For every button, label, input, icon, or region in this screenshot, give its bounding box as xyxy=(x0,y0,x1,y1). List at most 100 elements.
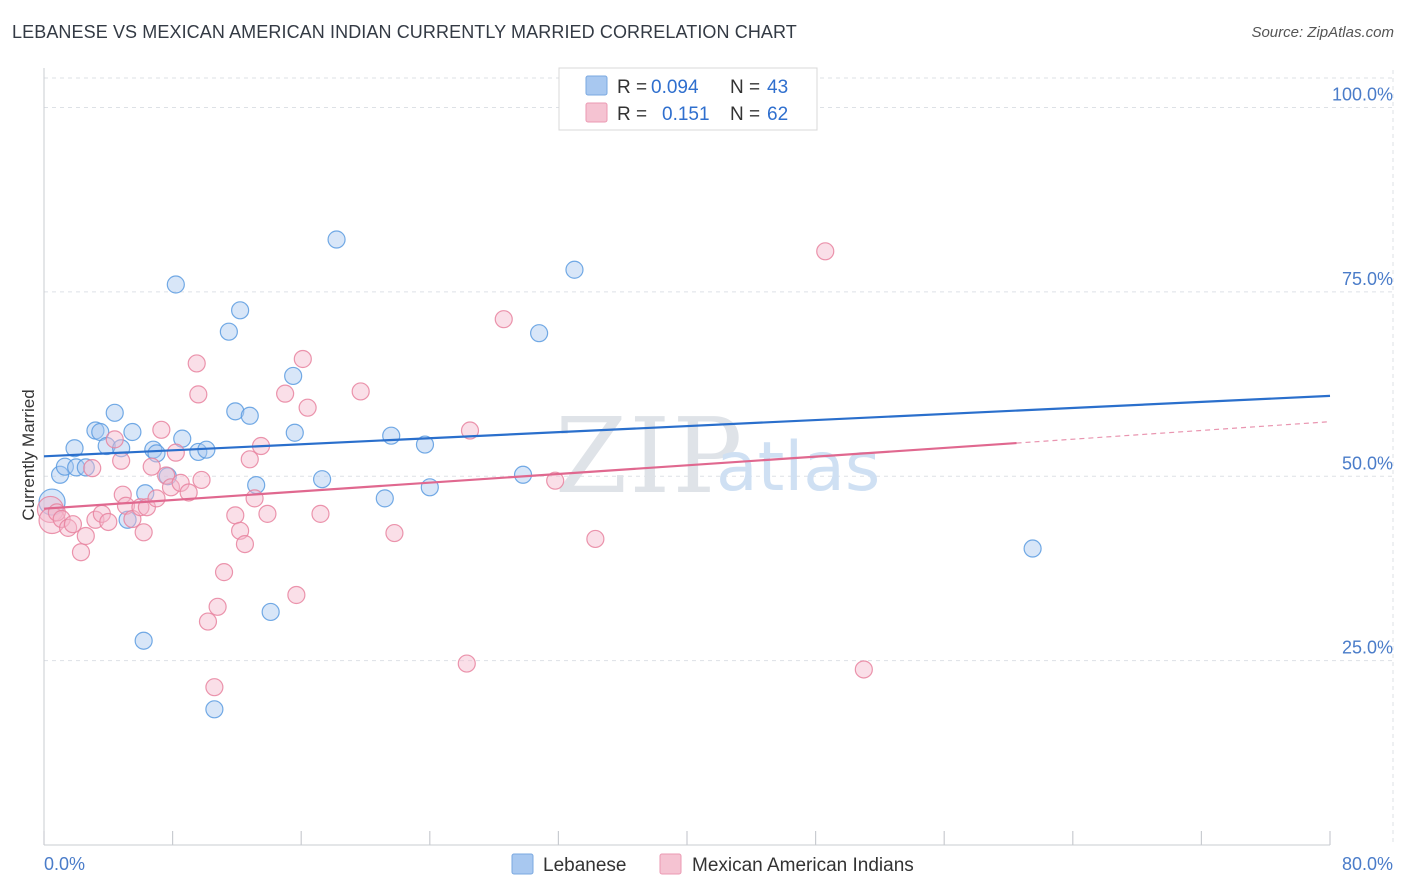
lebanese-point xyxy=(123,422,142,442)
lebanese-point xyxy=(530,324,549,343)
mexican-american-indian-point xyxy=(854,660,873,679)
lebanese-point xyxy=(240,406,259,425)
mexican-american-indian-point xyxy=(142,457,161,476)
lebanese-point xyxy=(415,435,435,454)
bottom-legend-swatch-mexican-american-indians xyxy=(659,853,682,875)
lebanese-point xyxy=(231,301,250,320)
mexican-american-indian-point xyxy=(112,451,131,470)
lebanese-point xyxy=(565,260,584,279)
mexican-american-indian-point xyxy=(457,654,476,673)
mexican-american-indian-point xyxy=(152,420,171,439)
mexican-american-indian-point xyxy=(586,529,605,549)
watermark-atlas: atlas xyxy=(716,428,880,507)
mexican-american-indian-point xyxy=(494,310,513,329)
y-tick-label: 75.0% xyxy=(1342,269,1393,289)
y-tick-label: 25.0% xyxy=(1342,638,1393,658)
mexican-american-indian-point xyxy=(83,459,102,478)
mexican-american-indian-point xyxy=(205,678,224,697)
x-tick-label-min: 0.0% xyxy=(44,854,85,874)
mexican-american-indian-point xyxy=(134,523,153,542)
y-tick-label: 50.0% xyxy=(1342,453,1393,473)
mexican-american-indian-point xyxy=(258,504,277,523)
source-credit: Source: ZipAtlas.com xyxy=(1251,24,1394,41)
lebanese-point xyxy=(327,230,346,249)
legend-r-value-1: 0.094 xyxy=(651,77,699,98)
y-tick-label: 100.0% xyxy=(1332,85,1393,105)
bottom-legend-label-lebanese: Lebanese xyxy=(543,855,626,876)
watermark: ZIP atlas xyxy=(555,395,880,517)
lebanese-point xyxy=(166,275,185,294)
bottom-legend-label-mexican-american-indians: Mexican American Indians xyxy=(692,855,914,876)
lebanese-point xyxy=(226,402,245,421)
mexican-american-indian-point xyxy=(546,471,565,490)
legend-r-label-1: R = xyxy=(617,77,647,98)
mexican-american-indian-trend-line xyxy=(43,441,1017,510)
mexican-american-indian-point xyxy=(240,450,259,469)
mexican-american-indian-point xyxy=(76,526,95,546)
lebanese-point xyxy=(312,470,332,489)
mexican-american-indian-point xyxy=(385,523,404,543)
lebanese-point xyxy=(1023,539,1042,558)
mexican-american-indian-point xyxy=(105,430,124,449)
mexican-american-indian-point xyxy=(71,543,91,562)
legend-swatch-mexican-american-indians xyxy=(585,102,608,123)
legend-n-value-2: 62 xyxy=(767,104,788,125)
lebanese-point xyxy=(205,700,224,719)
correlation-legend: R = 0.094 N = 43 R = 0.151 N = 62 xyxy=(558,67,818,131)
lebanese-point xyxy=(382,426,401,445)
lebanese-trend-line xyxy=(43,394,1331,458)
mexican-american-indian-point xyxy=(147,489,166,508)
mexican-american-indian-point xyxy=(198,612,218,631)
mexican-american-indian-point xyxy=(161,478,181,497)
mexican-american-indian-point xyxy=(351,382,370,401)
legend-r-value-2: 0.151 xyxy=(662,104,710,125)
mexican-american-indian-point xyxy=(245,489,264,508)
lebanese-point xyxy=(105,403,124,422)
chart-title: LEBANESE VS MEXICAN AMERICAN INDIAN CURR… xyxy=(12,22,797,42)
mexican-american-indian-trend-extension xyxy=(1016,421,1331,444)
lebanese-point xyxy=(261,602,280,622)
mexican-american-indian-point xyxy=(298,398,317,417)
legend-r-label-2: R = xyxy=(617,104,647,125)
lebanese-point xyxy=(513,465,533,484)
lebanese-point xyxy=(219,322,238,341)
legend-n-label-2: N = xyxy=(730,104,760,125)
mexican-american-indian-point xyxy=(816,242,835,261)
mexican-american-indian-point xyxy=(192,470,211,490)
lebanese-point xyxy=(134,631,153,650)
lebanese-point xyxy=(65,439,84,458)
mexican-american-indian-point xyxy=(63,515,83,534)
lebanese-point xyxy=(67,458,86,477)
legend-n-value-1: 43 xyxy=(767,77,788,98)
mexican-american-indian-point xyxy=(179,483,198,502)
mexican-american-indian-point xyxy=(166,443,185,462)
lebanese-point xyxy=(285,423,304,442)
mexican-american-indian-point xyxy=(311,504,330,523)
lebanese-point xyxy=(284,366,303,386)
series-legend: Lebanese Mexican American Indians xyxy=(511,853,914,876)
axes: 25.0% 50.0% 75.0% 100.0% xyxy=(43,68,1393,846)
trend-lines xyxy=(43,394,1331,510)
mexican-american-indian-point xyxy=(157,466,176,485)
data-points xyxy=(36,230,1042,719)
mexican-american-indian-point xyxy=(276,384,295,403)
lebanese-point xyxy=(375,489,394,508)
bottom-legend-swatch-lebanese xyxy=(511,853,534,875)
mexican-american-indian-point xyxy=(460,421,480,440)
x-tick-label-max: 80.0% xyxy=(1342,854,1393,874)
mexican-american-indian-point xyxy=(293,349,312,369)
mexican-american-indian-point xyxy=(226,506,245,525)
mexican-american-indian-point xyxy=(187,354,206,373)
mexican-american-indian-point xyxy=(208,597,227,616)
mexican-american-indian-point xyxy=(36,495,65,524)
y-axis-label: Currently Married xyxy=(19,389,38,520)
lebanese-point xyxy=(76,458,95,477)
mexican-american-indian-point xyxy=(287,585,306,605)
mexican-american-indian-point xyxy=(99,512,118,532)
mexican-american-indian-point xyxy=(235,534,255,554)
legend-n-label-1: N = xyxy=(730,77,760,98)
lebanese-point xyxy=(118,510,137,529)
watermark-zip: ZIP xyxy=(555,395,744,517)
legend-swatch-lebanese xyxy=(585,75,608,96)
